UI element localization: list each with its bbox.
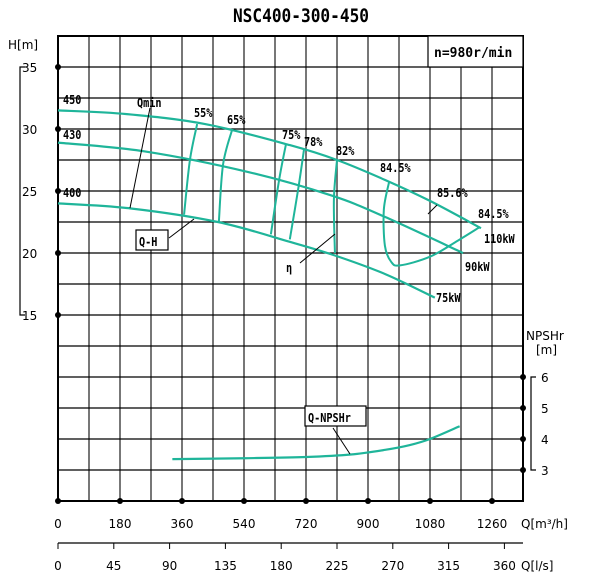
label-eff-65: 65% — [227, 113, 246, 127]
label-eff-845-right: 84.5% — [478, 207, 509, 221]
chart-title: NSC400-300-450 — [233, 6, 369, 28]
x2-tick-label: 225 — [326, 559, 349, 573]
y2-tick-dot — [520, 467, 526, 473]
y2-tick-dot — [520, 436, 526, 442]
speed-box — [427, 35, 524, 68]
y-tick-dot — [55, 64, 61, 70]
label-eff-82: 82% — [336, 144, 355, 158]
npshr-label-box — [304, 405, 367, 427]
efficiency-line-1 — [217, 129, 233, 223]
y-tick-dot — [55, 188, 61, 194]
label-eff-55: 55% — [194, 106, 213, 120]
efficiency-line-4 — [332, 159, 338, 254]
x-tick-label: 900 — [357, 517, 380, 531]
y2-axis-label: NPSHr — [526, 329, 564, 343]
y2-tick-label: 5 — [541, 402, 549, 416]
y2-tick-label: 4 — [541, 433, 549, 447]
label-impeller-400: 400 — [63, 186, 82, 200]
x2-tick-label: 315 — [437, 559, 460, 573]
x2-tick-label: 360 — [493, 559, 516, 573]
x2-tick-label: 45 — [106, 559, 121, 573]
y-tick-dot — [55, 312, 61, 318]
x-tick-dot — [55, 498, 61, 504]
qh-label-box — [135, 229, 169, 251]
y-tick-label: 20 — [22, 247, 37, 261]
plot-border — [57, 35, 524, 502]
qh-curve-450 — [57, 109, 482, 230]
efficiency-line-3 — [288, 149, 305, 240]
label-eff-75: 75% — [282, 128, 301, 142]
label-q-npshr: Q-NPSHr — [308, 411, 351, 425]
x-tick-dot — [303, 498, 309, 504]
y-tick-label: 15 — [22, 309, 37, 323]
x-tick-label: 1260 — [477, 517, 508, 531]
npshr-leader — [332, 427, 351, 455]
y2-axis-bracket — [530, 376, 536, 471]
label-power-110: 110kW — [484, 232, 515, 246]
x2-tick-label: 135 — [214, 559, 237, 573]
qmin-leader — [129, 107, 151, 209]
x2-tick-label: 90 — [162, 559, 177, 573]
x2-axis-label: Q[l/s] — [521, 559, 553, 573]
label-eff-856: 85.6% — [437, 186, 468, 200]
y2-tick-dot — [520, 374, 526, 380]
x-tick-label: 540 — [233, 517, 256, 531]
eff-856-leader — [427, 204, 438, 215]
speed-label: n=980r/min — [434, 46, 512, 61]
y2-tick-label: 3 — [541, 464, 549, 478]
y-axis-bracket — [19, 66, 25, 316]
label-power-90: 90kW — [465, 260, 490, 274]
label-impeller-450: 450 — [63, 93, 82, 107]
qh-leader — [168, 218, 195, 239]
x-tick-dot — [117, 498, 123, 504]
y-tick-dot — [55, 250, 61, 256]
label-qmin: Qmin — [137, 96, 162, 110]
x-tick-label: 0 — [54, 517, 62, 531]
qh-curve-400 — [57, 202, 436, 299]
x-tick-label: 360 — [171, 517, 194, 531]
x-axis-label: Q[m³/h] — [521, 517, 568, 531]
label-eff-78: 78% — [304, 135, 323, 149]
label-eta: η — [286, 261, 292, 275]
x2-tick-label: 270 — [381, 559, 404, 573]
x-tick-label: 720 — [295, 517, 318, 531]
x-tick-dot — [241, 498, 247, 504]
label-impeller-430: 430 — [63, 128, 82, 142]
y-tick-label: 30 — [22, 123, 37, 137]
y-tick-label: 35 — [22, 61, 37, 75]
y-tick-dot — [55, 126, 61, 132]
x-tick-label: 1080 — [415, 517, 446, 531]
label-eff-845-left: 84.5% — [380, 161, 411, 175]
x-tick-dot — [489, 498, 495, 504]
eta-leader — [299, 233, 336, 264]
y2-tick-dot — [520, 405, 526, 411]
npshr-curve — [172, 425, 461, 461]
x-tick-dot — [365, 498, 371, 504]
label-power-75: 75kW — [436, 291, 461, 305]
qh-curve-430 — [57, 141, 464, 254]
label-qh: Q-H — [139, 235, 157, 249]
efficiency-line-2 — [269, 143, 288, 235]
efficiency-line-5 — [382, 182, 481, 267]
x-tick-dot — [427, 498, 433, 504]
x-tick-dot — [179, 498, 185, 504]
y-tick-label: 25 — [22, 185, 37, 199]
efficiency-line-0 — [183, 123, 199, 215]
y-axis-label: H[m] — [8, 38, 38, 52]
x2-tick-label: 180 — [270, 559, 293, 573]
y2-axis-unit: [m] — [536, 343, 557, 357]
x2-tick-label: 0 — [54, 559, 62, 573]
x-tick-label: 180 — [109, 517, 132, 531]
y2-tick-label: 6 — [541, 371, 549, 385]
